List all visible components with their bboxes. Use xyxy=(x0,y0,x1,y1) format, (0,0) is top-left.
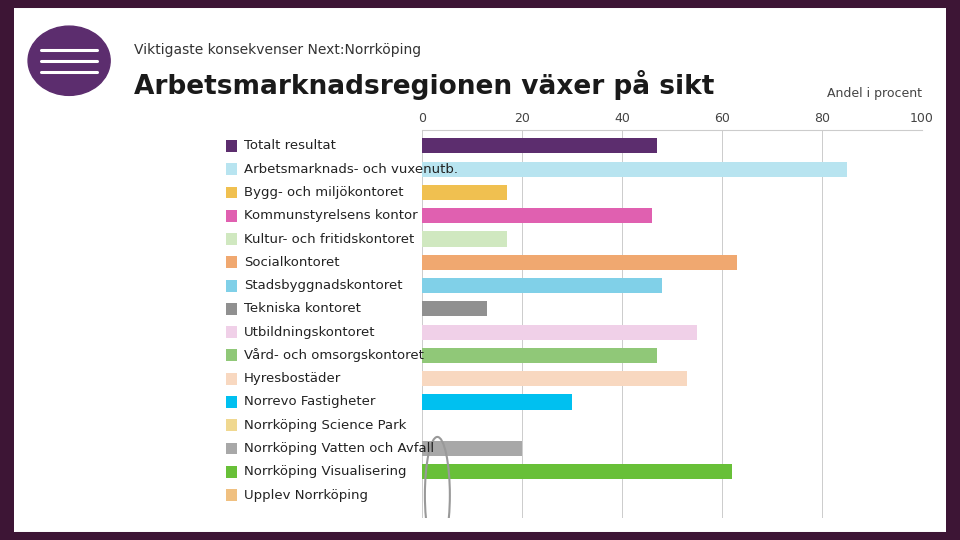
Bar xyxy=(422,185,507,200)
Text: Stadsbyggnadskontoret: Stadsbyggnadskontoret xyxy=(244,279,402,292)
Bar xyxy=(422,138,657,153)
Text: Kultur- och fritidskontoret: Kultur- och fritidskontoret xyxy=(244,233,414,246)
Bar xyxy=(422,208,652,224)
Bar xyxy=(226,233,237,245)
Text: Vård- och omsorgskontoret: Vård- och omsorgskontoret xyxy=(244,348,423,362)
Bar xyxy=(422,255,737,270)
Text: Arbetsmarknadsregionen växer på sikt: Arbetsmarknadsregionen växer på sikt xyxy=(134,70,715,100)
Bar xyxy=(226,186,237,198)
Bar xyxy=(226,420,237,431)
Bar xyxy=(226,210,237,222)
Text: Norrevo Fastigheter: Norrevo Fastigheter xyxy=(244,395,375,408)
Bar xyxy=(226,396,237,408)
Bar xyxy=(422,464,732,480)
Bar xyxy=(422,325,697,340)
Text: Andel i procent: Andel i procent xyxy=(827,87,922,100)
Bar xyxy=(226,163,237,175)
Bar xyxy=(422,348,657,363)
Bar xyxy=(226,373,237,384)
Bar xyxy=(226,489,237,501)
Text: Kommunstyrelsens kontor: Kommunstyrelsens kontor xyxy=(244,209,418,222)
Bar xyxy=(422,441,522,456)
Bar xyxy=(422,278,662,293)
Text: Totalt resultat: Totalt resultat xyxy=(244,139,336,152)
Text: Socialkontoret: Socialkontoret xyxy=(244,256,339,269)
Text: Norrköping Science Park: Norrköping Science Park xyxy=(244,419,406,432)
Bar xyxy=(226,280,237,292)
Text: Norrköping Vatten och Avfall: Norrköping Vatten och Avfall xyxy=(244,442,434,455)
Text: Upplev Norrköping: Upplev Norrköping xyxy=(244,489,368,502)
Bar xyxy=(226,256,237,268)
Bar xyxy=(422,394,572,409)
Bar xyxy=(226,326,237,338)
Text: Bygg- och miljökontoret: Bygg- och miljökontoret xyxy=(244,186,403,199)
Ellipse shape xyxy=(28,26,110,96)
Bar xyxy=(226,140,237,152)
Text: Arbetsmarknads- och vuxenutb.: Arbetsmarknads- och vuxenutb. xyxy=(244,163,458,176)
Bar xyxy=(226,303,237,315)
Bar xyxy=(422,301,488,316)
FancyBboxPatch shape xyxy=(14,8,946,532)
Text: Utbildningskontoret: Utbildningskontoret xyxy=(244,326,375,339)
Bar xyxy=(226,349,237,361)
Bar xyxy=(226,443,237,455)
Bar xyxy=(226,466,237,478)
Bar xyxy=(422,161,847,177)
Bar xyxy=(422,232,507,247)
Text: Norrköping Visualisering: Norrköping Visualisering xyxy=(244,465,406,478)
Text: Tekniska kontoret: Tekniska kontoret xyxy=(244,302,361,315)
Bar xyxy=(422,371,687,386)
Text: Viktigaste konsekvenser Next:Norrköping: Viktigaste konsekvenser Next:Norrköping xyxy=(134,43,421,57)
Text: Hyresbostäder: Hyresbostäder xyxy=(244,372,341,385)
